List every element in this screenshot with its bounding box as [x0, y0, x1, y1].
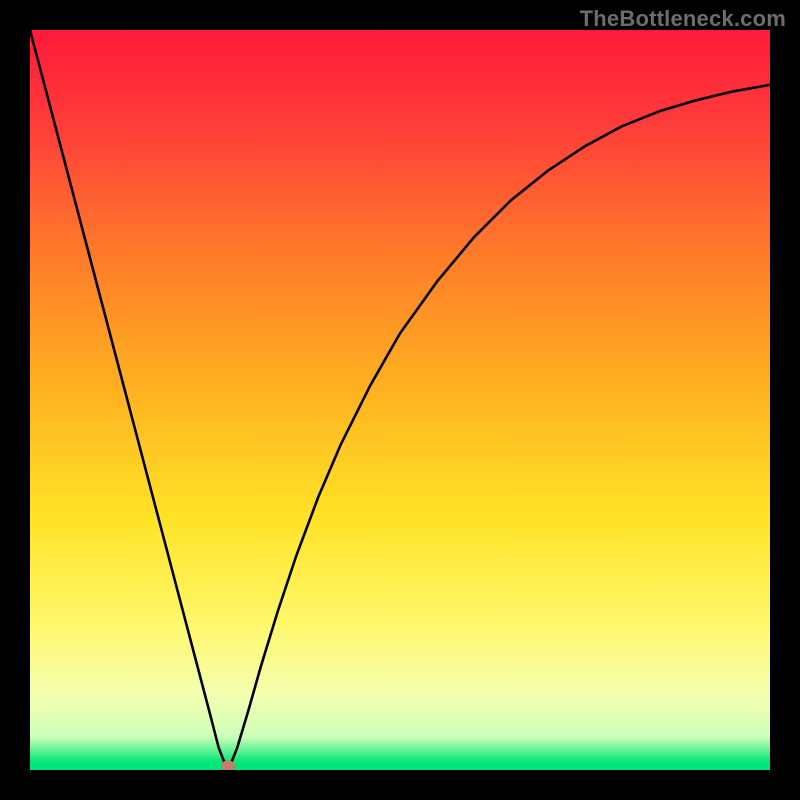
- chart-frame: TheBottleneck.com: [0, 0, 800, 800]
- watermark-text: TheBottleneck.com: [580, 6, 786, 32]
- plot-area: [30, 30, 770, 770]
- minimum-marker: [221, 761, 235, 770]
- curve-svg: [30, 30, 770, 770]
- bottleneck-curve: [30, 30, 770, 766]
